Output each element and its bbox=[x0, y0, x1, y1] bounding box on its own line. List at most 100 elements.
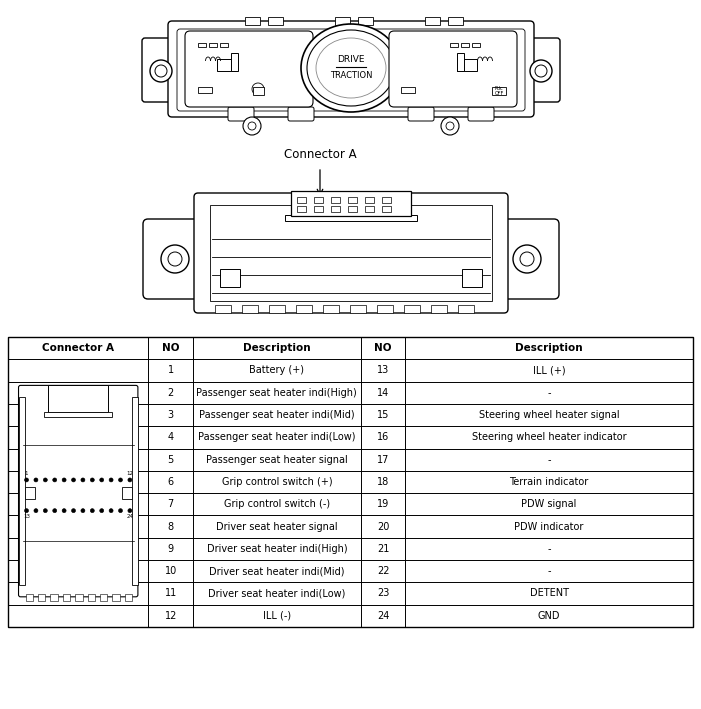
Circle shape bbox=[43, 478, 48, 482]
Bar bbox=[75, 594, 83, 601]
FancyBboxPatch shape bbox=[143, 219, 209, 299]
Bar bbox=[358, 17, 373, 25]
Circle shape bbox=[441, 117, 459, 135]
Text: 23: 23 bbox=[377, 588, 389, 598]
Bar bbox=[404, 305, 420, 313]
FancyBboxPatch shape bbox=[288, 107, 314, 121]
Circle shape bbox=[446, 122, 454, 130]
Bar bbox=[472, 43, 480, 47]
Circle shape bbox=[535, 65, 547, 77]
Bar bbox=[291, 191, 411, 216]
Bar bbox=[18, 397, 25, 585]
Text: 6: 6 bbox=[168, 477, 174, 487]
Ellipse shape bbox=[316, 38, 386, 98]
Text: 10: 10 bbox=[165, 566, 177, 576]
FancyBboxPatch shape bbox=[408, 107, 434, 121]
Bar bbox=[382, 197, 391, 203]
Bar bbox=[365, 197, 374, 203]
Bar bbox=[38, 594, 46, 601]
Bar bbox=[269, 305, 285, 313]
FancyBboxPatch shape bbox=[468, 107, 494, 121]
Bar bbox=[112, 594, 120, 601]
Bar bbox=[348, 206, 357, 212]
Text: 13: 13 bbox=[377, 365, 389, 376]
Text: Terrain indicator: Terrain indicator bbox=[510, 477, 589, 487]
Text: Driver seat heater indi(Mid): Driver seat heater indi(Mid) bbox=[209, 566, 345, 576]
Bar bbox=[331, 206, 340, 212]
Circle shape bbox=[243, 117, 261, 135]
Text: DETENT: DETENT bbox=[530, 588, 569, 598]
Circle shape bbox=[155, 65, 167, 77]
Text: Pdc
OFF: Pdc OFF bbox=[494, 86, 503, 96]
Bar bbox=[297, 197, 306, 203]
Ellipse shape bbox=[307, 30, 395, 106]
Bar bbox=[132, 397, 138, 585]
Bar bbox=[48, 386, 108, 412]
Circle shape bbox=[100, 508, 104, 513]
Text: 16: 16 bbox=[377, 432, 389, 442]
Bar bbox=[457, 53, 464, 71]
Bar bbox=[297, 206, 306, 212]
Bar bbox=[122, 487, 132, 499]
Text: 7: 7 bbox=[168, 499, 174, 509]
Text: Connector A: Connector A bbox=[42, 343, 114, 353]
Bar bbox=[296, 305, 312, 313]
FancyBboxPatch shape bbox=[142, 38, 180, 102]
Text: Passenger seat heater signal: Passenger seat heater signal bbox=[206, 454, 348, 464]
Circle shape bbox=[25, 478, 29, 482]
Bar bbox=[458, 305, 474, 313]
Circle shape bbox=[43, 508, 48, 513]
FancyBboxPatch shape bbox=[194, 193, 508, 313]
Circle shape bbox=[109, 508, 113, 513]
Circle shape bbox=[34, 508, 38, 513]
Circle shape bbox=[81, 478, 85, 482]
Bar bbox=[209, 43, 217, 47]
Bar bbox=[50, 594, 57, 601]
Text: Driver seat heater indi(High): Driver seat heater indi(High) bbox=[207, 544, 347, 554]
Text: Passenger seat heater indi(Mid): Passenger seat heater indi(Mid) bbox=[199, 410, 355, 420]
Bar bbox=[62, 594, 70, 601]
Circle shape bbox=[72, 508, 76, 513]
Text: Description: Description bbox=[243, 343, 311, 353]
Bar bbox=[198, 87, 212, 93]
Bar bbox=[382, 206, 391, 212]
Text: Grip control switch (+): Grip control switch (+) bbox=[222, 477, 332, 487]
FancyBboxPatch shape bbox=[522, 38, 560, 102]
Circle shape bbox=[530, 60, 552, 82]
FancyBboxPatch shape bbox=[228, 107, 254, 121]
Bar bbox=[450, 43, 458, 47]
Bar bbox=[245, 17, 260, 25]
Circle shape bbox=[81, 508, 85, 513]
Text: 12: 12 bbox=[126, 471, 133, 476]
Bar bbox=[348, 197, 357, 203]
Text: Connector A: Connector A bbox=[284, 148, 356, 161]
Text: TRACTION: TRACTION bbox=[329, 72, 372, 81]
Bar bbox=[198, 43, 206, 47]
Text: 15: 15 bbox=[377, 410, 389, 420]
Text: NO: NO bbox=[374, 343, 392, 353]
Text: 14: 14 bbox=[377, 388, 389, 398]
Text: 1: 1 bbox=[25, 471, 28, 476]
Bar bbox=[314, 197, 323, 203]
Bar bbox=[231, 53, 238, 71]
Text: 13: 13 bbox=[23, 513, 30, 519]
Text: -: - bbox=[547, 544, 551, 554]
Bar bbox=[125, 594, 132, 601]
FancyBboxPatch shape bbox=[177, 29, 525, 111]
Circle shape bbox=[150, 60, 172, 82]
Text: 22: 22 bbox=[377, 566, 389, 576]
Text: Driver seat heater signal: Driver seat heater signal bbox=[216, 522, 338, 532]
Text: 4: 4 bbox=[168, 432, 174, 442]
Bar bbox=[377, 305, 393, 313]
FancyBboxPatch shape bbox=[168, 21, 534, 117]
Circle shape bbox=[90, 508, 95, 513]
Text: 3: 3 bbox=[168, 410, 174, 420]
Text: PDW indicator: PDW indicator bbox=[515, 522, 584, 532]
Bar bbox=[25, 487, 34, 499]
Circle shape bbox=[62, 478, 66, 482]
Text: DRIVE: DRIVE bbox=[337, 55, 365, 65]
Text: 24: 24 bbox=[126, 513, 133, 519]
Bar bbox=[44, 412, 112, 417]
Bar bbox=[217, 59, 237, 71]
Circle shape bbox=[118, 478, 123, 482]
